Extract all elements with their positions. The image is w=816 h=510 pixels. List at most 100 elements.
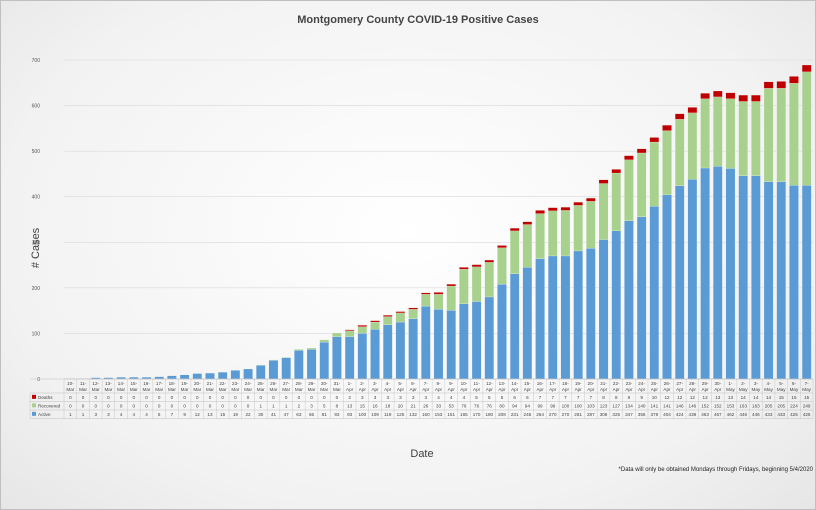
data-label: 93 bbox=[334, 412, 340, 417]
y-tick-label: 0 bbox=[37, 377, 40, 383]
data-label: 6 bbox=[513, 395, 516, 400]
x-tick-label: Apr bbox=[359, 387, 367, 392]
bar-recovered bbox=[370, 321, 380, 330]
data-label: 146 bbox=[676, 403, 684, 408]
bar-active bbox=[167, 375, 177, 380]
y-tick-label: 400 bbox=[32, 195, 41, 201]
data-label: 170 bbox=[473, 412, 481, 417]
data-note: *Data will only be obtained Mondays thro… bbox=[619, 467, 814, 473]
bar-recovered bbox=[662, 130, 672, 195]
bar-active bbox=[395, 321, 406, 380]
data-label: 13 bbox=[347, 403, 353, 408]
bar-active bbox=[662, 194, 672, 380]
data-label: 7 bbox=[551, 395, 554, 400]
bar-recovered bbox=[433, 294, 444, 310]
x-tick-label: 21- bbox=[600, 381, 607, 386]
bar-recovered bbox=[573, 205, 583, 252]
data-label: 152 bbox=[701, 403, 709, 408]
x-axis-label: Date bbox=[410, 448, 433, 460]
x-tick-label: 16- bbox=[143, 381, 150, 386]
x-tick-label: Apr bbox=[486, 387, 494, 392]
legend-label-active: Active bbox=[38, 412, 51, 417]
bar-active bbox=[344, 336, 355, 380]
data-label: 5 bbox=[475, 395, 478, 400]
data-label: 9 bbox=[628, 395, 631, 400]
bar-deaths bbox=[776, 81, 786, 89]
bar-active bbox=[383, 324, 393, 380]
bar-active bbox=[611, 230, 621, 380]
x-tick-label: Apr bbox=[422, 387, 430, 392]
data-label: 433 bbox=[777, 412, 785, 417]
x-tick-label: 25- bbox=[257, 381, 264, 386]
x-tick-label: 1- bbox=[728, 381, 733, 386]
data-label: 0 bbox=[158, 395, 161, 400]
data-label: 0 bbox=[94, 403, 97, 408]
data-label: 163 bbox=[739, 403, 747, 408]
bar-active bbox=[319, 341, 329, 380]
data-label: 3 bbox=[310, 403, 313, 408]
bar-deaths bbox=[636, 148, 647, 154]
bar-deaths bbox=[370, 320, 380, 323]
bar-active bbox=[535, 258, 545, 380]
data-label: 5 bbox=[158, 412, 161, 417]
data-label: 205 bbox=[777, 403, 785, 408]
bar-active bbox=[484, 296, 494, 380]
bar-deaths bbox=[801, 64, 812, 72]
data-label: 12 bbox=[703, 395, 709, 400]
data-label: 141 bbox=[650, 403, 658, 408]
x-tick-label: 2- bbox=[360, 381, 365, 386]
bar-recovered bbox=[636, 152, 647, 217]
x-tick-label: Mar bbox=[320, 387, 328, 392]
data-label: 446 bbox=[752, 412, 760, 417]
x-tick-label: Mar bbox=[206, 387, 214, 392]
bar-active bbox=[751, 175, 761, 380]
x-tick-label: Mar bbox=[333, 387, 341, 392]
data-label: 0 bbox=[82, 403, 85, 408]
bar-deaths bbox=[649, 137, 659, 143]
bar-recovered bbox=[408, 309, 418, 319]
bar-active bbox=[433, 309, 444, 380]
bar-active bbox=[256, 365, 266, 380]
x-tick-label: Mar bbox=[181, 387, 189, 392]
x-tick-label: 28- bbox=[689, 381, 696, 386]
bar-deaths bbox=[433, 292, 444, 295]
data-label: 3 bbox=[94, 412, 97, 417]
bar-active bbox=[738, 175, 748, 380]
data-label: 22 bbox=[246, 412, 252, 417]
bar-active bbox=[649, 206, 659, 380]
data-label: 0 bbox=[171, 395, 174, 400]
bar-active bbox=[776, 181, 786, 380]
bar-active bbox=[789, 185, 799, 380]
data-label: 0 bbox=[120, 395, 123, 400]
x-tick-label: 17- bbox=[549, 381, 556, 386]
bar-deaths bbox=[471, 264, 482, 267]
bar-recovered bbox=[344, 330, 355, 337]
data-label: 0 bbox=[272, 395, 275, 400]
data-label: 76 bbox=[474, 403, 480, 408]
x-tick-label: 11- bbox=[80, 381, 87, 386]
bar-recovered bbox=[535, 213, 545, 259]
x-tick-label: 5- bbox=[779, 381, 784, 386]
y-axis-label: # Cases bbox=[30, 227, 42, 268]
x-tick-label: 6- bbox=[411, 381, 416, 386]
x-tick-label: 15- bbox=[524, 381, 531, 386]
x-tick-label: Mar bbox=[143, 387, 151, 392]
bar-recovered bbox=[789, 83, 799, 186]
data-label: 21 bbox=[411, 403, 417, 408]
bar-deaths bbox=[535, 210, 545, 214]
data-label: 165 bbox=[460, 412, 468, 417]
data-label: 1 bbox=[272, 403, 275, 408]
bar-active bbox=[675, 185, 685, 380]
bar-recovered bbox=[700, 98, 710, 169]
x-tick-label: 26- bbox=[664, 381, 671, 386]
data-label: 3 bbox=[374, 395, 377, 400]
data-label: 287 bbox=[587, 412, 595, 417]
x-tick-label: 30- bbox=[714, 381, 721, 386]
x-tick-label: 30- bbox=[321, 381, 328, 386]
data-label: 0 bbox=[247, 403, 250, 408]
data-label: 270 bbox=[562, 412, 570, 417]
x-tick-label: 26- bbox=[270, 381, 277, 386]
bar-deaths bbox=[789, 76, 799, 84]
data-label: 0 bbox=[247, 395, 250, 400]
data-label: 94 bbox=[512, 403, 518, 408]
